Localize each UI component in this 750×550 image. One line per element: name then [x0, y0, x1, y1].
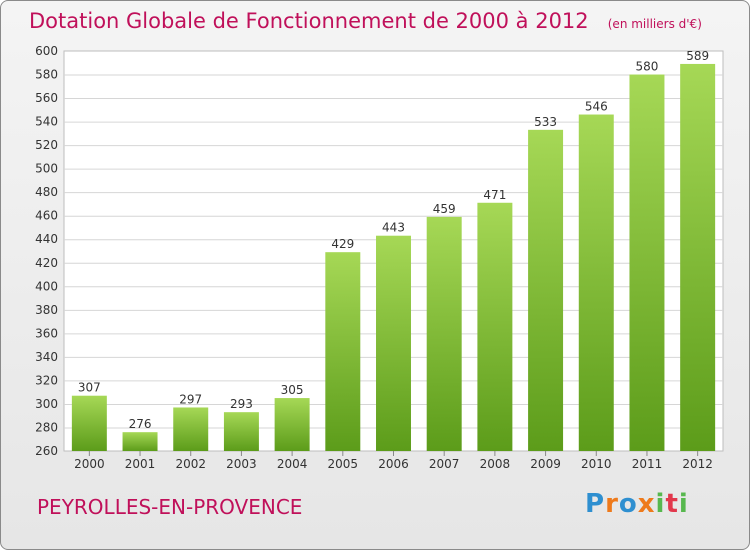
bar-value-label: 580	[636, 60, 659, 74]
logo-letter: i	[655, 489, 666, 519]
bar	[426, 216, 462, 451]
commune-name: PEYROLLES-EN-PROVENCE	[37, 495, 303, 519]
logo-letter: x	[637, 489, 656, 519]
bar-value-label: 307	[78, 381, 101, 395]
y-tick-label: 360	[35, 326, 58, 340]
y-tick-label: 460	[35, 209, 58, 223]
logo-letter: t	[665, 489, 679, 519]
x-tick-label: 2009	[530, 457, 561, 471]
y-tick-label: 600	[35, 44, 58, 58]
bar	[629, 74, 665, 451]
x-tick-label: 2004	[277, 457, 308, 471]
bar	[680, 63, 716, 452]
logo-letter: i	[678, 489, 689, 519]
title-row: Dotation Globale de Fonctionnement de 20…	[29, 9, 702, 33]
bar	[376, 235, 411, 451]
y-tick-label: 540	[35, 115, 58, 129]
y-tick-label: 300	[35, 397, 58, 411]
x-tick-label: 2003	[226, 457, 257, 471]
chart-subtitle: (en milliers d'€)	[607, 17, 702, 31]
y-tick-label: 260	[35, 444, 58, 458]
y-tick-label: 560	[35, 91, 58, 105]
y-tick-label: 380	[35, 303, 58, 317]
bar	[122, 432, 158, 451]
bar-value-label: 443	[382, 221, 405, 235]
y-tick-label: 580	[35, 68, 58, 82]
y-tick-label: 400	[35, 279, 58, 293]
bar	[173, 407, 209, 451]
bar	[71, 395, 107, 451]
x-tick-label: 2000	[74, 457, 105, 471]
logo-letter: r	[605, 489, 619, 519]
x-tick-label: 2006	[378, 457, 409, 471]
y-tick-label: 320	[35, 373, 58, 387]
y-tick-label: 440	[35, 232, 58, 246]
y-tick-label: 420	[35, 256, 58, 270]
proxiti-logo: Proxiti	[585, 489, 689, 519]
chart-title: Dotation Globale de Fonctionnement de 20…	[29, 9, 589, 33]
x-tick-label: 2001	[125, 457, 156, 471]
bar-value-label: 297	[179, 392, 202, 406]
bar-value-label: 533	[534, 115, 557, 129]
bar-value-label: 471	[483, 188, 506, 202]
bar-value-label: 589	[686, 49, 709, 63]
bar-value-label: 429	[331, 237, 354, 251]
x-tick-label: 2005	[328, 457, 359, 471]
bar	[325, 252, 361, 451]
bar	[274, 398, 310, 451]
x-tick-label: 2011	[632, 457, 663, 471]
x-tick-label: 2008	[480, 457, 511, 471]
x-tick-label: 2012	[682, 457, 713, 471]
bar-value-label: 459	[433, 202, 456, 216]
logo-letter: o	[618, 489, 638, 519]
y-tick-label: 500	[35, 162, 58, 176]
bar-value-label: 293	[230, 397, 253, 411]
x-tick-label: 2010	[581, 457, 612, 471]
x-tick-label: 2002	[175, 457, 206, 471]
logo-letter: P	[585, 489, 606, 519]
y-tick-label: 520	[35, 138, 58, 152]
bar	[578, 114, 614, 451]
y-tick-label: 280	[35, 420, 58, 434]
y-tick-label: 340	[35, 350, 58, 364]
x-tick-label: 2007	[429, 457, 460, 471]
bar	[477, 202, 513, 451]
bar-value-label: 276	[129, 417, 152, 431]
bar-value-label: 546	[585, 100, 608, 114]
y-tick-label: 480	[35, 185, 58, 199]
bar	[528, 129, 564, 451]
bar-value-label: 305	[281, 383, 304, 397]
bar	[223, 412, 259, 451]
